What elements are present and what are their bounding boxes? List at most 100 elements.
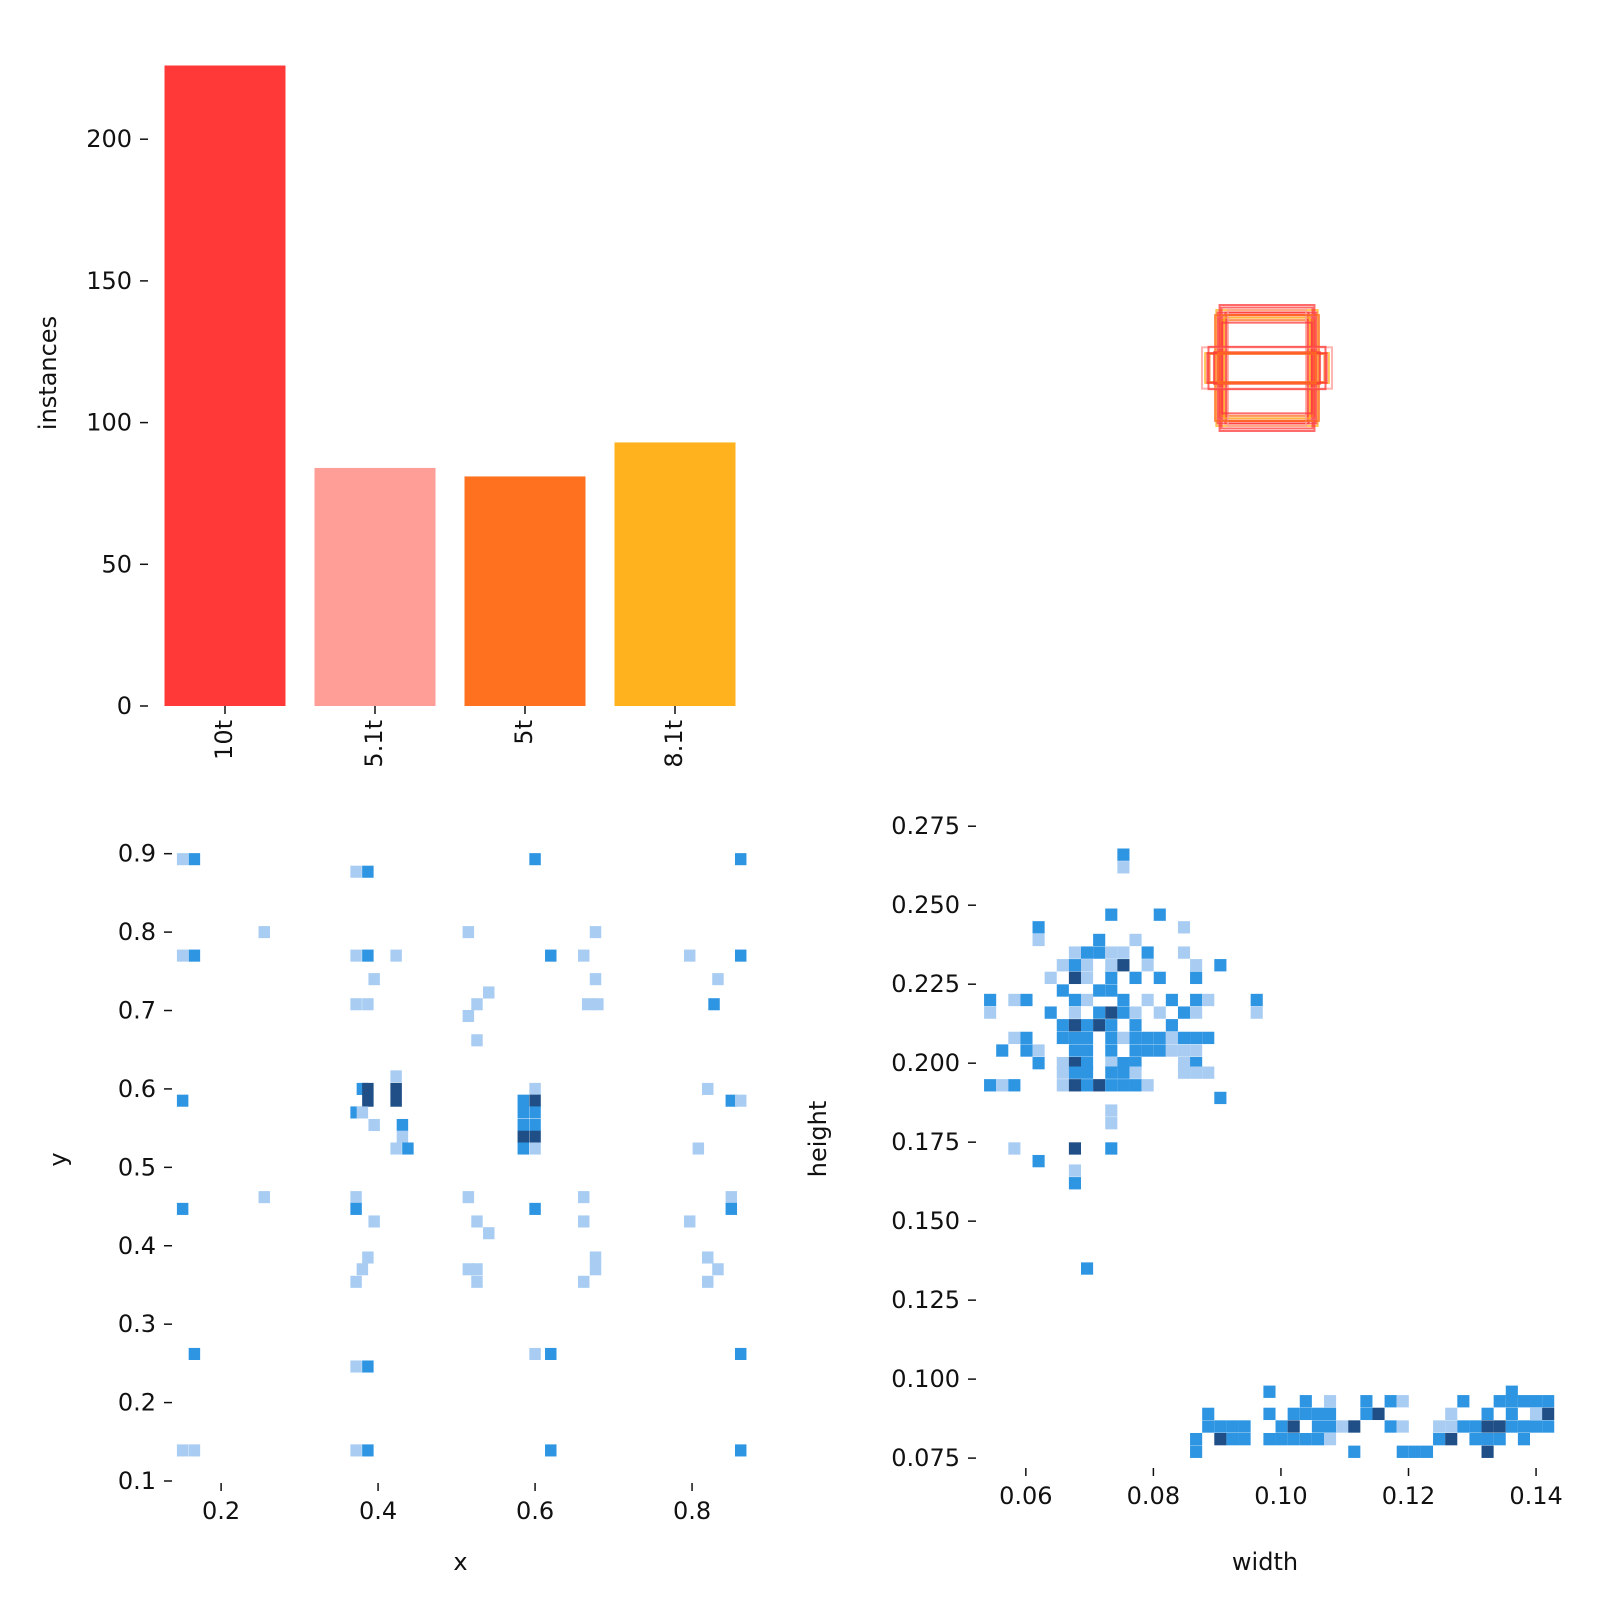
heatmap-cell (1190, 1066, 1203, 1079)
heatmap-cell (188, 1444, 201, 1457)
heatmap-cell (483, 1227, 495, 1240)
heatmap-cell (1105, 1104, 1118, 1117)
heatmap-cell (683, 949, 696, 962)
heatmap-cell (1117, 946, 1130, 959)
heatmap-cell (1287, 1420, 1300, 1433)
heatmap-cell (734, 1444, 747, 1457)
heatmap-cell (725, 1191, 738, 1204)
label-box (1221, 321, 1313, 415)
heatmap-cell (390, 949, 402, 962)
heatmap-cell (350, 1191, 362, 1204)
heatmap-cell (1202, 1407, 1215, 1421)
heatmap-cell (1105, 1006, 1118, 1019)
x-tick-label: 0.06 (999, 1482, 1052, 1510)
heatmap-cell (1032, 1044, 1045, 1057)
heatmap-cell (1190, 1445, 1203, 1458)
heatmap-cell (1105, 1066, 1118, 1079)
heatmap-cell (362, 1251, 374, 1264)
heatmap-cell (1384, 1420, 1397, 1433)
heatmap-cell (1493, 1432, 1506, 1446)
heatmap-cell (1032, 933, 1045, 947)
heatmap-cell (1153, 1044, 1166, 1057)
heatmap-cell (702, 1082, 714, 1095)
heatmap-cell (1068, 959, 1082, 972)
y-tick-label: 0.9 (118, 840, 156, 868)
heatmap-cell (578, 1191, 590, 1204)
x-tick-label: 0.2 (202, 1497, 240, 1525)
heatmap-cell (1081, 1044, 1094, 1057)
heatmap-cell (1505, 1407, 1518, 1421)
heatmap-cell (471, 1263, 483, 1276)
x-tick-label: 0.14 (1509, 1482, 1562, 1510)
x-tick-label: 5.1t (360, 720, 388, 768)
heatmap-cell (362, 1094, 374, 1107)
y-tick-label: 0.150 (891, 1207, 960, 1235)
heatmap-cell (545, 949, 557, 962)
heatmap-cell (1469, 1432, 1482, 1446)
heatmap-cell (1129, 1079, 1142, 1092)
heatmap-cell (1177, 1066, 1191, 1079)
heatmap-cell (1177, 921, 1191, 934)
heatmap-cell (1153, 1006, 1166, 1019)
heatmap-cell (529, 1094, 541, 1107)
y-tick-label: 0.2 (118, 1389, 156, 1417)
heatmap-cell (1263, 1385, 1276, 1398)
heatmap-cell (1105, 1117, 1118, 1130)
heatmap-cell (1348, 1445, 1361, 1458)
bar-5t (464, 476, 586, 706)
heatmap-cell (545, 1444, 557, 1457)
heatmap-cell (471, 1034, 483, 1047)
heatmap-cell (1008, 993, 1021, 1007)
heatmap-cell (1105, 984, 1118, 997)
heatmap-cell (462, 1009, 475, 1023)
heatmap-cell (1311, 1432, 1324, 1446)
heatmap-cell (1081, 1066, 1094, 1079)
heatmap-cell (1129, 1057, 1142, 1070)
heatmap-cell (362, 998, 374, 1011)
heatmap-cell (1445, 1432, 1458, 1446)
heatmap-cell (1129, 1066, 1142, 1079)
y-tick-label: 0.7 (118, 997, 156, 1025)
heatmap-cell (1129, 933, 1142, 947)
heatmap-cell (1190, 1031, 1203, 1045)
heatmap-cell (1517, 1432, 1530, 1446)
heatmap-cell (1323, 1407, 1337, 1421)
heatmap-cell (1141, 959, 1154, 972)
heatmap-cell (1481, 1420, 1494, 1433)
label-box (1224, 311, 1310, 425)
heatmap-cell (578, 949, 590, 962)
heatmap-cell (390, 1142, 402, 1155)
heatmap-cell (702, 1275, 714, 1288)
heatmap-cell (1165, 993, 1178, 1007)
heatmap-cell (1177, 946, 1191, 959)
x-tick-label: 0.10 (1254, 1482, 1307, 1510)
heatmap-cell (1202, 993, 1215, 1007)
heatmap-cell (1238, 1420, 1251, 1433)
heatmap-cell (1129, 1031, 1142, 1045)
y-tick-label: 0.4 (118, 1232, 156, 1260)
heatmap-cell (996, 1044, 1009, 1057)
heatmap-cell (1202, 1031, 1215, 1045)
heatmap-cell (390, 1082, 402, 1095)
heatmap-cell (1068, 1044, 1082, 1057)
heatmap-cell (1372, 1407, 1385, 1421)
box-overlay-panel (1201, 304, 1333, 432)
heatmap-cell (1311, 1420, 1324, 1433)
y-tick-label: 0.1 (118, 1467, 156, 1495)
heatmap-cell (1068, 1006, 1082, 1019)
heatmap-cell (1190, 1432, 1203, 1446)
label-box (1219, 319, 1315, 417)
heatmap-cell (1056, 1031, 1069, 1045)
heatmap-cell (1093, 946, 1106, 959)
heatmap-cell (1299, 1395, 1312, 1408)
heatmap-cell (1105, 1044, 1118, 1057)
heatmap-cell (1056, 1057, 1069, 1070)
heatmap-cell (1190, 1057, 1203, 1070)
heatmap-cell (1214, 1432, 1227, 1446)
x-tick-label: 0.4 (359, 1497, 397, 1525)
heatmap-cell (1105, 971, 1118, 985)
heatmap-cell (1529, 1407, 1543, 1421)
x-tick-label: 0.6 (516, 1497, 554, 1525)
heatmap-cell (350, 1275, 362, 1288)
heatmap-cell (1068, 1031, 1082, 1045)
